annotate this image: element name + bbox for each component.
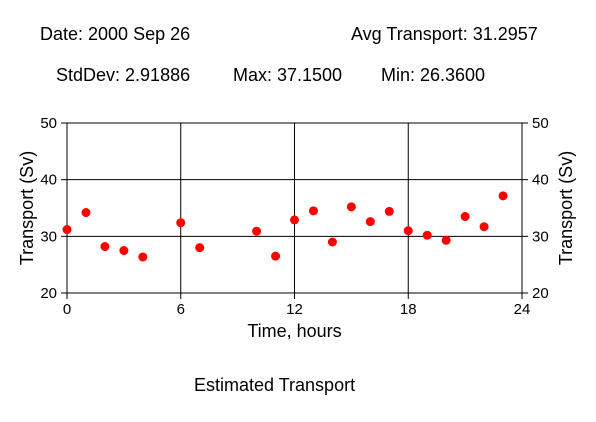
data-point xyxy=(62,225,72,235)
chart-caption: Estimated Transport xyxy=(194,375,356,395)
data-point xyxy=(271,251,281,261)
data-point xyxy=(119,246,129,255)
data-point xyxy=(100,242,110,252)
data-point xyxy=(498,191,508,201)
y-tick-label-left: 50 xyxy=(40,115,57,132)
data-point xyxy=(479,222,489,232)
date-label: Date: 2000 Sep 26 xyxy=(40,24,191,44)
axis-ticks xyxy=(61,122,528,299)
grid-lines xyxy=(67,123,522,293)
y-tick-label-left: 20 xyxy=(40,285,57,302)
data-point xyxy=(195,243,205,253)
max-label: Max: 37.1500 xyxy=(233,65,343,85)
y-tick-label-left: 30 xyxy=(40,228,57,245)
data-point xyxy=(403,226,413,236)
x-tick-label: 0 xyxy=(63,301,71,318)
y-tick-label-right: 50 xyxy=(532,115,549,132)
x-tick-label: 24 xyxy=(514,301,531,318)
y-tick-label-left: 40 xyxy=(40,172,57,189)
x-tick-label: 12 xyxy=(286,301,303,318)
data-point xyxy=(176,218,186,228)
data-point xyxy=(308,206,318,216)
data-point xyxy=(81,208,91,218)
x-tick-label: 18 xyxy=(400,301,417,318)
data-point xyxy=(327,237,337,247)
data-point xyxy=(290,215,299,225)
y-axis-label-right: Transport (Sv) xyxy=(556,151,576,265)
data-point xyxy=(384,206,394,216)
x-tick-label: 6 xyxy=(177,301,185,318)
stddev-label: StdDev: 2.91886 xyxy=(56,65,191,85)
avg-transport-label: Avg Transport: 31.2957 xyxy=(351,24,538,44)
y-tick-label-right: 40 xyxy=(532,172,549,189)
data-points xyxy=(62,191,508,262)
min-label: Min: 26.3600 xyxy=(381,65,486,85)
data-point xyxy=(441,235,451,245)
data-point xyxy=(422,230,432,240)
y-tick-label-right: 30 xyxy=(532,228,549,245)
data-point xyxy=(252,226,262,236)
data-point xyxy=(365,217,375,227)
data-point xyxy=(346,202,356,212)
y-axis-label-left: Transport (Sv) xyxy=(17,151,37,265)
data-point xyxy=(138,252,148,262)
y-tick-label-right: 20 xyxy=(532,285,549,302)
data-point xyxy=(460,212,470,221)
x-axis-label: Time, hours xyxy=(247,321,341,341)
